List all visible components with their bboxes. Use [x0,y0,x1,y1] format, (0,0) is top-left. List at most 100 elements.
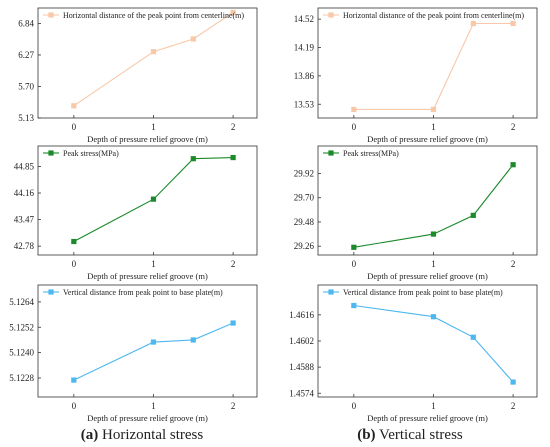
data-point [71,238,77,245]
legend-label: Peak stress(MPa) [63,149,119,158]
data-point [71,377,77,383]
legend-label: Vertical distance from peak point to bas… [343,288,503,297]
series-line [353,22,514,110]
legend-swatch-marker [48,289,54,295]
x-axis-label: Depth of pressure relief groove (m) [367,271,488,281]
plot-frame [37,145,258,256]
y-tick-label: 6.84 [18,18,34,28]
data-point [510,162,516,168]
data-point [510,20,516,27]
data-point [150,339,157,345]
y-tick-label: 1.4588 [289,362,314,372]
plot-frame [317,145,538,256]
plot-frame [37,284,258,398]
chart-panel-1: 5.13 5.70 6.27 6.84 0 1 2 Depth of pressure rel… [18,7,258,144]
data-point [190,337,196,343]
legend-swatch-marker [328,289,334,295]
data-point [190,36,196,42]
y-tick-label: 13.53 [294,99,315,109]
y-tick-label: 5.1252 [9,322,34,332]
chart-panel-3: 42.78 43.47 44.16 44.85 0 1 2 Depth of pressure… [14,145,258,281]
y-tick-label: 43.47 [14,215,35,225]
y-tick-label: 44.16 [14,188,35,198]
x-tick-label: 1 [431,122,436,132]
data-point [430,314,437,320]
y-tick-label: 42.78 [14,241,35,251]
legend-label: Peak stress(MPa) [343,149,399,158]
x-axis-label: Depth of pressure relief groove (m) [367,413,488,423]
chart-panel-5: 5.1228 5.1240 5.1252 5.1264 0 1 2 Depth of pres… [9,284,258,423]
x-tick-label: 2 [511,122,516,132]
y-tick-label: 29.92 [294,169,314,179]
chart-panel-2: 13.53 13.86 14.19 14.52 0 1 2 Depth of pressure… [294,7,538,144]
plot-frame [317,7,538,119]
data-point [470,212,476,218]
plot-frame [37,7,258,119]
y-tick-label: 5.1264 [9,297,34,307]
y-tick-label: 5.70 [18,81,34,91]
x-tick-label: 1 [431,259,436,269]
x-tick-label: 1 [431,401,436,411]
y-tick-label: 5.13 [18,113,34,123]
series-line [353,164,514,248]
y-tick-label: 13.86 [294,71,315,81]
data-point [190,156,196,162]
legend-swatch-marker [48,12,54,18]
data-point [230,9,236,16]
x-tick-label: 2 [231,401,236,411]
legend-label: Horizontal distance of the peak point fr… [63,11,244,20]
series-line [73,11,234,107]
caption-a: (a) Horizontal stress [81,427,204,443]
x-axis-label: Depth of pressure relief groove (m) [87,413,208,423]
legend-swatch-marker [328,150,334,156]
x-tick-label: 0 [352,122,357,132]
data-point [470,334,476,340]
y-tick-label: 14.52 [294,14,314,24]
y-tick-label: 1.4616 [289,310,314,320]
y-tick-label: 29.26 [294,241,315,251]
data-point [510,379,516,385]
y-tick-label: 5.1228 [9,373,34,383]
x-tick-label: 1 [151,122,156,132]
y-tick-label: 29.48 [294,217,315,227]
x-tick-label: 2 [231,122,236,132]
x-tick-label: 0 [352,401,357,411]
x-tick-label: 0 [72,122,77,132]
data-point [430,231,437,237]
data-point [150,49,157,55]
chart-panel-6: 1.4574 1.4588 1.4602 1.4616 0 1 2 Depth of pres… [289,284,538,423]
data-point [230,154,236,161]
data-point [230,320,236,326]
y-tick-label: 44.85 [14,161,35,171]
data-point [71,103,77,109]
chart-panel-4: 29.26 29.48 29.70 29.92 0 1 2 Depth of pressure… [294,145,538,281]
x-axis-label: Depth of pressure relief groove (m) [87,134,208,144]
data-point [470,20,476,27]
legend-label: Vertical distance from peak point to bas… [63,288,223,297]
x-tick-label: 2 [511,401,516,411]
data-point [150,196,157,202]
series-line [73,322,234,381]
x-axis-label: Depth of pressure relief groove (m) [87,271,208,281]
data-point [351,106,357,113]
x-tick-label: 0 [72,259,77,269]
legend-swatch-marker [328,12,334,18]
x-tick-label: 2 [511,259,516,269]
x-tick-label: 0 [72,401,77,411]
y-tick-label: 6.27 [18,50,34,60]
y-tick-label: 1.4574 [289,388,314,398]
data-point [430,106,437,113]
series-line [73,157,234,242]
y-tick-label: 29.70 [294,193,315,203]
x-axis-label: Depth of pressure relief groove (m) [367,134,488,144]
data-point [351,244,357,250]
x-tick-label: 2 [231,259,236,269]
y-tick-label: 1.4602 [289,336,314,346]
data-point [351,302,357,309]
series-line [353,304,514,383]
x-tick-label: 0 [352,259,357,269]
x-tick-label: 1 [151,401,156,411]
legend-swatch-marker [48,150,54,156]
plot-frame [317,284,538,398]
